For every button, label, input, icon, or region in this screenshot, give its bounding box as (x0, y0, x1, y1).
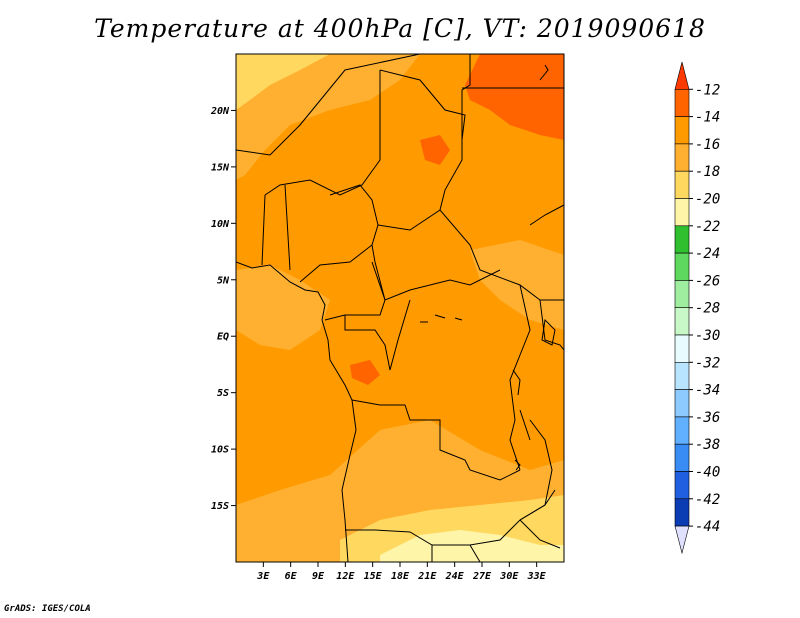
map-axes: 20N 15N 10N 5N EQ 5S 10S 15S 3E 6E 9E 12E 15E 18E 21E 2… (210, 106, 547, 582)
lat-tick-label: 10N (211, 219, 230, 230)
colorbar-box (674, 280, 690, 308)
lon-tick-label: 3E (256, 571, 270, 582)
lake-4 (420, 314, 463, 323)
lon-tick-label: 33E (527, 571, 547, 582)
colorbar-label: -26 (695, 273, 720, 289)
border-congo (344, 299, 411, 371)
temperature-field (236, 54, 564, 562)
colorbar: -12 -14 -16 -18 -20 -22 -24 -26 -28 -30 -32 -34 -36 -… (674, 61, 720, 555)
border-nigeria (261, 184, 379, 283)
coastline-west (236, 261, 357, 562)
colorbar-box (674, 443, 690, 472)
lon-tick-label: 9E (312, 571, 325, 582)
colorbar-label: -16 (695, 137, 720, 153)
colorbar-box (674, 471, 690, 500)
lake-1 (512, 369, 521, 396)
lat-tick-label: 20N (210, 106, 230, 117)
lon-tick-label: 12E (336, 571, 355, 582)
colorbar-top-arrow (674, 61, 690, 90)
colorbar-box (674, 89, 690, 117)
lat-tick-label: 15S (211, 501, 229, 512)
band-minus14-spot2 (350, 360, 380, 385)
colorbar-box (674, 361, 690, 390)
lake-5 (514, 459, 521, 471)
border-sahel-2 (379, 69, 466, 141)
colorbar-bottom-arrow (674, 525, 690, 555)
colorbar-label: -44 (695, 519, 720, 535)
colorbar-label: -14 (695, 110, 720, 126)
colorbar-label: -18 (695, 164, 720, 180)
lake-2 (519, 409, 531, 441)
colorbar-label: -12 (695, 82, 720, 98)
lon-tick-label: 30E (499, 571, 519, 582)
colorbar-label: -42 (695, 492, 720, 508)
border-sahel-3 (439, 54, 471, 211)
border-east-1 (529, 204, 564, 226)
colorbar-box (674, 416, 690, 445)
border-east-3 (519, 419, 553, 521)
colorbar-label: -32 (695, 355, 720, 371)
lat-tick-label: 10S (211, 445, 229, 456)
colorbar-label: -40 (695, 465, 720, 481)
border-angola (351, 399, 521, 481)
colorbar-label: -20 (695, 192, 720, 208)
country-borders (236, 54, 564, 562)
border-drc-east (509, 284, 531, 471)
lon-tick-label: 27E (472, 571, 492, 582)
band-minus14-spot1 (420, 135, 450, 165)
lat-tick-label: 5S (217, 388, 229, 399)
lon-tick-label: 18E (391, 571, 410, 582)
colorbar-box (674, 198, 690, 227)
border-south-1 (431, 519, 561, 562)
colorbar-box (674, 170, 690, 199)
colorbar-label: -28 (695, 301, 720, 317)
lon-tick-label: 15E (364, 571, 383, 582)
colorbar-box (674, 225, 690, 254)
colorbar-label: -24 (695, 246, 720, 262)
band-minus18-west (236, 265, 330, 350)
band-minus20-north (236, 54, 330, 110)
credit-text: GrADS: IGES/COLA (4, 604, 91, 614)
colorbar-box (674, 116, 690, 145)
band-minus22-south (380, 530, 564, 562)
colorbar-box (674, 334, 690, 363)
lon-tick-label: 24E (445, 571, 465, 582)
colorbar-label: -30 (695, 328, 720, 344)
border-sahel-1 (236, 54, 421, 156)
chart-title: Temperature at 400hPa [C], VT: 201909061… (94, 14, 706, 43)
colorbar-box (674, 307, 690, 336)
colorbar-box (674, 498, 690, 527)
border-chad-car (377, 209, 564, 301)
lon-tick-label: 21E (417, 571, 437, 582)
lat-tick-label: 5N (217, 275, 230, 286)
colorbar-label: -22 (695, 219, 720, 235)
border-niger-chad (264, 70, 381, 196)
colorbar-box (674, 389, 690, 418)
colorbar-label: -34 (695, 383, 720, 399)
lon-tick-label: 6E (285, 571, 298, 582)
colorbar-label: -36 (695, 410, 720, 426)
colorbar-box (674, 143, 690, 172)
colorbar-label: -38 (695, 437, 720, 453)
river-nile (539, 64, 549, 81)
lat-tick-label: 15N (211, 162, 230, 173)
border-cameroon (324, 244, 386, 321)
band-minus14-northeast (465, 54, 564, 140)
lake-3 (541, 318, 556, 346)
colorbar-box (674, 252, 690, 281)
band-minus18-north (236, 54, 420, 180)
lat-tick-label: EQ (217, 332, 229, 343)
